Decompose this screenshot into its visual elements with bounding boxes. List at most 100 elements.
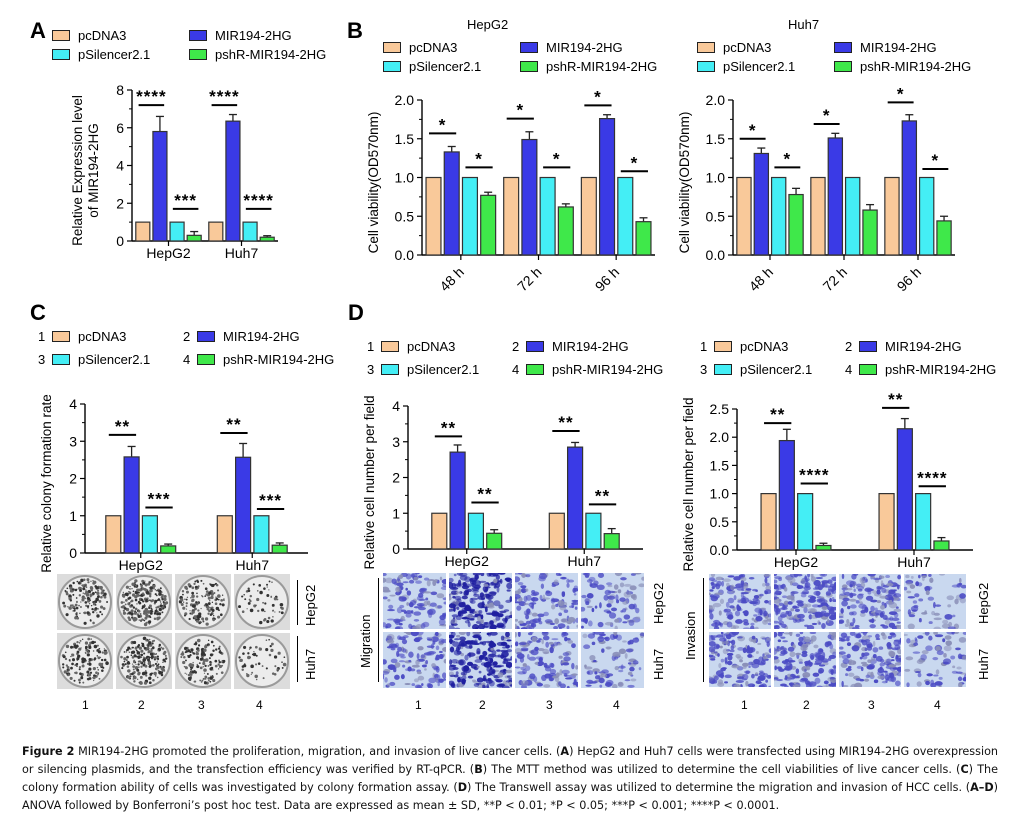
significance-label: **** bbox=[136, 87, 166, 106]
bar bbox=[936, 220, 952, 256]
y-axis-label: Relative cell number per field bbox=[362, 395, 377, 569]
significance-label: * bbox=[897, 84, 905, 103]
colony-photo bbox=[57, 574, 113, 630]
legend-label: pSilencer2.1 bbox=[740, 362, 813, 377]
colony-photo bbox=[116, 574, 172, 630]
legend-number: 4 bbox=[845, 362, 853, 377]
legend-swatch bbox=[697, 61, 715, 72]
legend-label: pcDNA3 bbox=[407, 339, 456, 354]
legend-item: 2 MIR194-2HG bbox=[183, 329, 300, 344]
caption-text: ) ANOVA followed by Bonferroni’s post ho… bbox=[22, 781, 998, 812]
legend-number: 1 bbox=[700, 339, 708, 354]
bar bbox=[815, 544, 832, 551]
y-axis-label: Relative cell number per field bbox=[681, 397, 696, 571]
x-tick-label: HepG2 bbox=[119, 557, 164, 573]
y-tick-label: 1.5 bbox=[706, 131, 726, 147]
row-label-hepg2: HepG2 bbox=[303, 584, 318, 626]
y-axis-label: Relative Expression level bbox=[70, 95, 85, 246]
bar bbox=[884, 176, 900, 256]
legend-item: 2 MIR194-2HG bbox=[512, 339, 629, 354]
legend-label: pSilencer2.1 bbox=[78, 47, 151, 62]
significance-label: *** bbox=[259, 491, 282, 510]
cell-stain-image bbox=[900, 630, 969, 689]
migration-photo bbox=[446, 570, 516, 631]
bar bbox=[896, 428, 913, 551]
colony-photo bbox=[116, 633, 172, 689]
invasion-photo bbox=[837, 571, 904, 631]
legend-item: 2 MIR194-2HG bbox=[845, 339, 962, 354]
y-tick-label: 1.5 bbox=[395, 131, 415, 147]
legend-swatch bbox=[714, 341, 732, 352]
legend-item: pcDNA3 bbox=[383, 40, 457, 55]
migration-photo bbox=[380, 629, 450, 690]
cell-stain-image bbox=[380, 571, 450, 632]
caption-panel-ref: C bbox=[960, 763, 969, 776]
bar bbox=[918, 176, 935, 256]
legend-swatch bbox=[381, 364, 399, 375]
y-tick-label: 1.5 bbox=[710, 457, 730, 473]
colony-photo bbox=[175, 574, 231, 630]
x-tick-label: Huh7 bbox=[897, 554, 931, 570]
legend-item: 3 pSilencer2.1 bbox=[38, 352, 150, 367]
bar bbox=[566, 446, 584, 550]
legend-label: pshR-MIR194-2HG bbox=[885, 362, 997, 377]
significance-label: * bbox=[439, 115, 447, 134]
y-tick-label: 0.0 bbox=[395, 247, 415, 263]
legend-swatch bbox=[859, 341, 877, 352]
bar bbox=[844, 176, 861, 256]
cell-stain-image bbox=[512, 570, 581, 632]
bar bbox=[141, 515, 158, 554]
y-tick-label: 0.5 bbox=[706, 208, 726, 224]
bar bbox=[788, 193, 804, 256]
column-number: 2 bbox=[479, 698, 486, 712]
invasion-photo bbox=[706, 629, 774, 690]
bar bbox=[169, 221, 185, 242]
chart-title-b-hepg2: HepG2 bbox=[467, 17, 509, 32]
significance-label: ** bbox=[477, 485, 492, 504]
colony-photo bbox=[57, 633, 113, 689]
y-tick-label: 0.5 bbox=[395, 208, 415, 224]
legend-number: 3 bbox=[367, 362, 375, 377]
cell-stain-image bbox=[513, 630, 580, 691]
invasion-photo-grid bbox=[705, 571, 974, 691]
panel-letter-a: A bbox=[30, 18, 46, 43]
y-tick-label: 1.0 bbox=[706, 170, 726, 186]
legend-label: pshR-MIR194-2HG bbox=[215, 47, 327, 62]
invasion-photo bbox=[770, 571, 840, 631]
invasion-photo bbox=[900, 630, 969, 689]
bar bbox=[915, 493, 932, 551]
bar bbox=[425, 176, 442, 256]
y-tick-label: 1 bbox=[392, 505, 400, 521]
colony-photo-grid bbox=[57, 574, 297, 690]
bar bbox=[235, 456, 252, 554]
significance-label: ** bbox=[888, 390, 903, 409]
significance-label: ** bbox=[441, 418, 456, 437]
migration-photo bbox=[579, 570, 646, 631]
y-tick-label: 1.0 bbox=[395, 170, 415, 186]
panel-letter-c: C bbox=[30, 300, 46, 325]
y-tick-label: 4 bbox=[116, 158, 124, 174]
y-tick-label: 0.5 bbox=[710, 514, 730, 530]
significance-label: **** bbox=[917, 468, 947, 487]
legend-number: 1 bbox=[367, 339, 375, 354]
y-tick-label: 0 bbox=[392, 541, 400, 557]
significance-label: ** bbox=[595, 486, 610, 505]
y-tick-label: 2 bbox=[116, 195, 124, 211]
chart-title-b-huh7: Huh7 bbox=[788, 17, 820, 32]
significance-label: ** bbox=[115, 417, 130, 436]
legend-item: pcDNA3 bbox=[697, 40, 771, 55]
y-tick-label: 6 bbox=[116, 120, 124, 136]
cell-stain-image bbox=[446, 570, 516, 631]
legend-label: pshR-MIR194-2HG bbox=[552, 362, 664, 377]
legend-c: 1 pcDNA3 2 MIR194-2HG 3 pSilencer2.1 4 pshR-MIR… bbox=[38, 329, 334, 374]
column-number: 2 bbox=[138, 698, 145, 712]
legend-label: MIR194-2HG bbox=[860, 40, 937, 55]
panel-letter-d: D bbox=[348, 300, 364, 325]
column-number: 4 bbox=[934, 698, 941, 712]
cell-stain-image bbox=[706, 629, 774, 690]
legend-swatch bbox=[189, 49, 207, 60]
legend-label: MIR194-2HG bbox=[223, 329, 300, 344]
legend-swatch bbox=[834, 42, 852, 53]
bar bbox=[521, 138, 538, 256]
